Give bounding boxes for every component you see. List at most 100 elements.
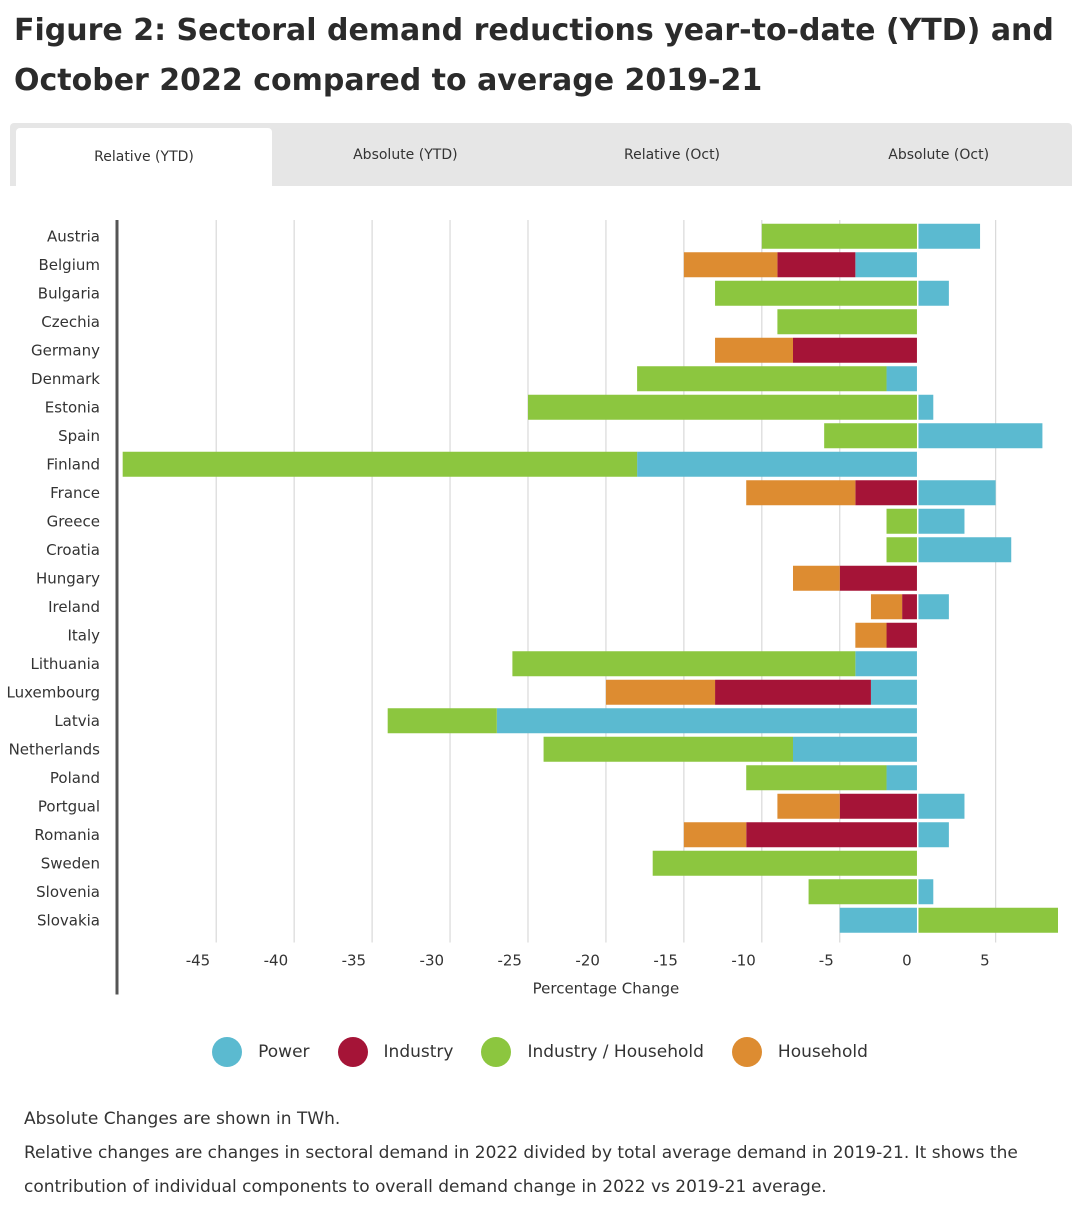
country-label: Sweden bbox=[41, 854, 100, 872]
tab-relative-ytd[interactable]: Relative (YTD) bbox=[16, 128, 272, 186]
legend-item-industry-household[interactable]: Industry / Household bbox=[481, 1037, 704, 1067]
bar-household-hungary bbox=[792, 565, 840, 591]
country-label: Italy bbox=[67, 626, 100, 644]
bar-industry-household-finland bbox=[122, 451, 638, 477]
legend-swatch-industry bbox=[337, 1037, 368, 1067]
chart-notes: Absolute Changes are shown in TWh. Relat… bbox=[24, 1102, 1064, 1204]
country-label: Ireland bbox=[48, 598, 100, 616]
country-label: Slovenia bbox=[36, 883, 100, 901]
bar-industry-household-croatia bbox=[886, 537, 918, 563]
legend-item-industry[interactable]: Industry bbox=[337, 1037, 453, 1067]
country-label: Lithuania bbox=[31, 655, 100, 673]
x-tick-label: -15 bbox=[653, 952, 678, 970]
x-axis-title: Percentage Change bbox=[533, 980, 680, 998]
x-tick-label: 0 bbox=[902, 952, 912, 970]
bar-power-slovakia bbox=[839, 907, 918, 933]
bar-industry-household-estonia bbox=[527, 394, 918, 420]
bar-industry-luxembourg bbox=[715, 679, 871, 705]
country-label: Poland bbox=[50, 769, 100, 787]
bar-industry-household-latvia bbox=[387, 708, 497, 734]
bar-power-slovenia bbox=[917, 879, 934, 905]
country-label: Belgium bbox=[39, 256, 101, 274]
bar-industry-household-slovenia bbox=[808, 879, 918, 905]
bar-power-denmark bbox=[886, 366, 918, 392]
bar-industry-romania bbox=[746, 822, 918, 848]
country-label: Greece bbox=[47, 512, 100, 530]
bar-household-germany bbox=[715, 337, 793, 363]
country-label: Portgual bbox=[38, 797, 100, 815]
legend-item-power[interactable]: Power bbox=[212, 1037, 310, 1067]
country-label: Latvia bbox=[54, 712, 100, 730]
bar-power-finland bbox=[637, 451, 918, 477]
country-label: Finland bbox=[46, 455, 100, 473]
chart-legend: Power Industry Industry / Household Hous… bbox=[0, 1036, 1080, 1068]
bar-household-portgual bbox=[777, 793, 840, 819]
x-tick-label: -35 bbox=[342, 952, 367, 970]
bar-household-italy bbox=[855, 622, 887, 648]
country-label: Austria bbox=[47, 227, 100, 245]
country-label: France bbox=[50, 484, 100, 502]
bar-industry-household-slovakia bbox=[917, 907, 1058, 933]
bar-industry-ireland bbox=[902, 594, 918, 620]
legend-swatch-power bbox=[212, 1037, 243, 1067]
bar-industry-france bbox=[855, 480, 918, 506]
country-label: Hungary bbox=[36, 569, 100, 587]
x-tick-label: -30 bbox=[420, 952, 445, 970]
bar-power-ireland bbox=[917, 594, 949, 620]
bar-industry-household-bulgaria bbox=[715, 280, 918, 306]
bar-power-croatia bbox=[917, 537, 1012, 563]
figure-title: Figure 2: Sectoral demand reductions yea… bbox=[14, 13, 1054, 98]
tab-relative-oct[interactable]: Relative (Oct) bbox=[623, 146, 721, 163]
bar-power-poland bbox=[886, 765, 918, 791]
x-tick-label: -40 bbox=[264, 952, 289, 970]
bar-power-spain bbox=[917, 423, 1043, 449]
bar-power-bulgaria bbox=[917, 280, 949, 306]
note-absolute: Absolute Changes are shown in TWh. bbox=[24, 1109, 341, 1129]
bar-industry-italy bbox=[886, 622, 918, 648]
bar-power-luxembourg bbox=[870, 679, 918, 705]
country-label: Spain bbox=[58, 427, 100, 445]
bar-industry-household-austria bbox=[761, 223, 918, 249]
bar-power-greece bbox=[917, 508, 965, 534]
bar-power-latvia bbox=[496, 708, 918, 734]
x-tick-label: -5 bbox=[819, 952, 834, 970]
legend-swatch-household bbox=[731, 1037, 762, 1067]
bar-industry-household-spain bbox=[824, 423, 918, 449]
legend-label-household: Household bbox=[777, 1042, 868, 1062]
bar-power-france bbox=[917, 480, 996, 506]
country-label: Romania bbox=[34, 826, 100, 844]
bar-industry-household-denmark bbox=[637, 366, 887, 392]
tab-absolute-oct[interactable]: Absolute (Oct) bbox=[888, 146, 990, 163]
note-relative: Relative changes are changes in sectoral… bbox=[24, 1143, 1018, 1197]
x-tick-label: -10 bbox=[731, 952, 756, 970]
country-label: Luxembourg bbox=[7, 683, 101, 701]
bar-industry-household-greece bbox=[886, 508, 918, 534]
legend-label-power: Power bbox=[258, 1042, 310, 1062]
country-label: Denmark bbox=[31, 370, 100, 388]
legend-swatch-industry-household bbox=[481, 1037, 512, 1067]
bar-industry-belgium bbox=[777, 252, 856, 278]
bar-household-luxembourg bbox=[605, 679, 716, 705]
tab-absolute-ytd[interactable]: Absolute (YTD) bbox=[353, 146, 458, 163]
bar-industry-household-sweden bbox=[652, 850, 918, 876]
bar-household-romania bbox=[683, 822, 747, 848]
x-tick-label: -25 bbox=[497, 952, 522, 970]
country-label: Bulgaria bbox=[38, 284, 100, 302]
bar-household-ireland bbox=[870, 594, 903, 620]
bar-industry-hungary bbox=[839, 565, 918, 591]
bar-industry-household-czechia bbox=[777, 309, 918, 335]
bar-household-belgium bbox=[683, 252, 778, 278]
bar-power-estonia bbox=[917, 394, 934, 420]
bar-industry-household-netherlands bbox=[543, 736, 793, 762]
bar-household-france bbox=[746, 480, 856, 506]
bar-power-belgium bbox=[855, 252, 918, 278]
bar-power-netherlands bbox=[792, 736, 918, 762]
country-label: Czechia bbox=[41, 313, 100, 331]
bar-industry-portgual bbox=[839, 793, 918, 819]
stacked-bar-chart: Austria Belgium Bulgaria Czechia Germany Denm… bbox=[7, 220, 1058, 998]
legend-item-household[interactable]: Household bbox=[731, 1037, 868, 1067]
x-tick-label: -45 bbox=[186, 952, 211, 970]
bar-industry-household-lithuania bbox=[512, 651, 856, 677]
bar-power-portgual bbox=[917, 793, 965, 819]
chart-tabs: Relative (YTD) Absolute (YTD) Relative (… bbox=[10, 123, 1072, 186]
